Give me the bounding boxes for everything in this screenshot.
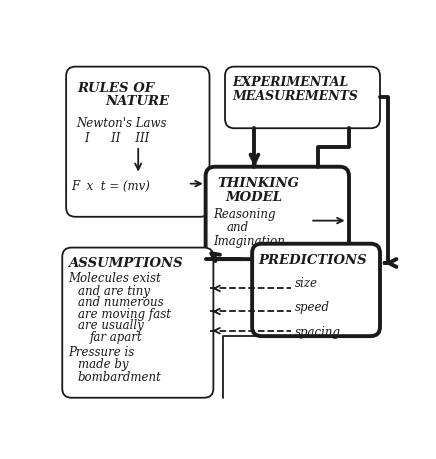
Text: and numerous: and numerous bbox=[78, 296, 164, 309]
Text: PREDICTIONS: PREDICTIONS bbox=[258, 254, 367, 267]
FancyBboxPatch shape bbox=[225, 67, 380, 128]
Text: RULES OF: RULES OF bbox=[78, 82, 155, 95]
Text: I      II    III: I II III bbox=[84, 132, 149, 145]
Text: far apart: far apart bbox=[89, 331, 142, 344]
FancyBboxPatch shape bbox=[206, 167, 349, 259]
Text: are moving fast: are moving fast bbox=[78, 308, 171, 321]
Text: Molecules exist: Molecules exist bbox=[68, 272, 161, 285]
Text: EXPERIMENTAL: EXPERIMENTAL bbox=[232, 76, 348, 89]
Text: are usually: are usually bbox=[78, 319, 143, 332]
Text: Reasoning: Reasoning bbox=[213, 207, 276, 220]
Text: F  x  t = (mv): F x t = (mv) bbox=[72, 180, 150, 193]
Text: MODEL: MODEL bbox=[225, 190, 282, 204]
Text: ASSUMPTIONS: ASSUMPTIONS bbox=[68, 257, 183, 270]
FancyBboxPatch shape bbox=[66, 67, 210, 217]
Text: NATURE: NATURE bbox=[105, 95, 169, 108]
FancyBboxPatch shape bbox=[252, 244, 380, 336]
Text: and: and bbox=[227, 221, 249, 235]
Text: spacing: spacing bbox=[295, 326, 341, 339]
Text: MEASUREMENTS: MEASUREMENTS bbox=[232, 90, 358, 103]
Text: made by: made by bbox=[78, 358, 128, 371]
Text: Pressure is: Pressure is bbox=[68, 346, 135, 359]
Text: Newton's Laws: Newton's Laws bbox=[76, 117, 167, 130]
Text: bombardment: bombardment bbox=[78, 371, 162, 384]
FancyBboxPatch shape bbox=[62, 247, 213, 398]
Text: and are tiny: and are tiny bbox=[78, 285, 150, 297]
Text: Imagination: Imagination bbox=[213, 235, 285, 248]
Text: THINKING: THINKING bbox=[217, 177, 299, 190]
Text: size: size bbox=[295, 277, 318, 290]
Text: speed: speed bbox=[295, 302, 330, 314]
